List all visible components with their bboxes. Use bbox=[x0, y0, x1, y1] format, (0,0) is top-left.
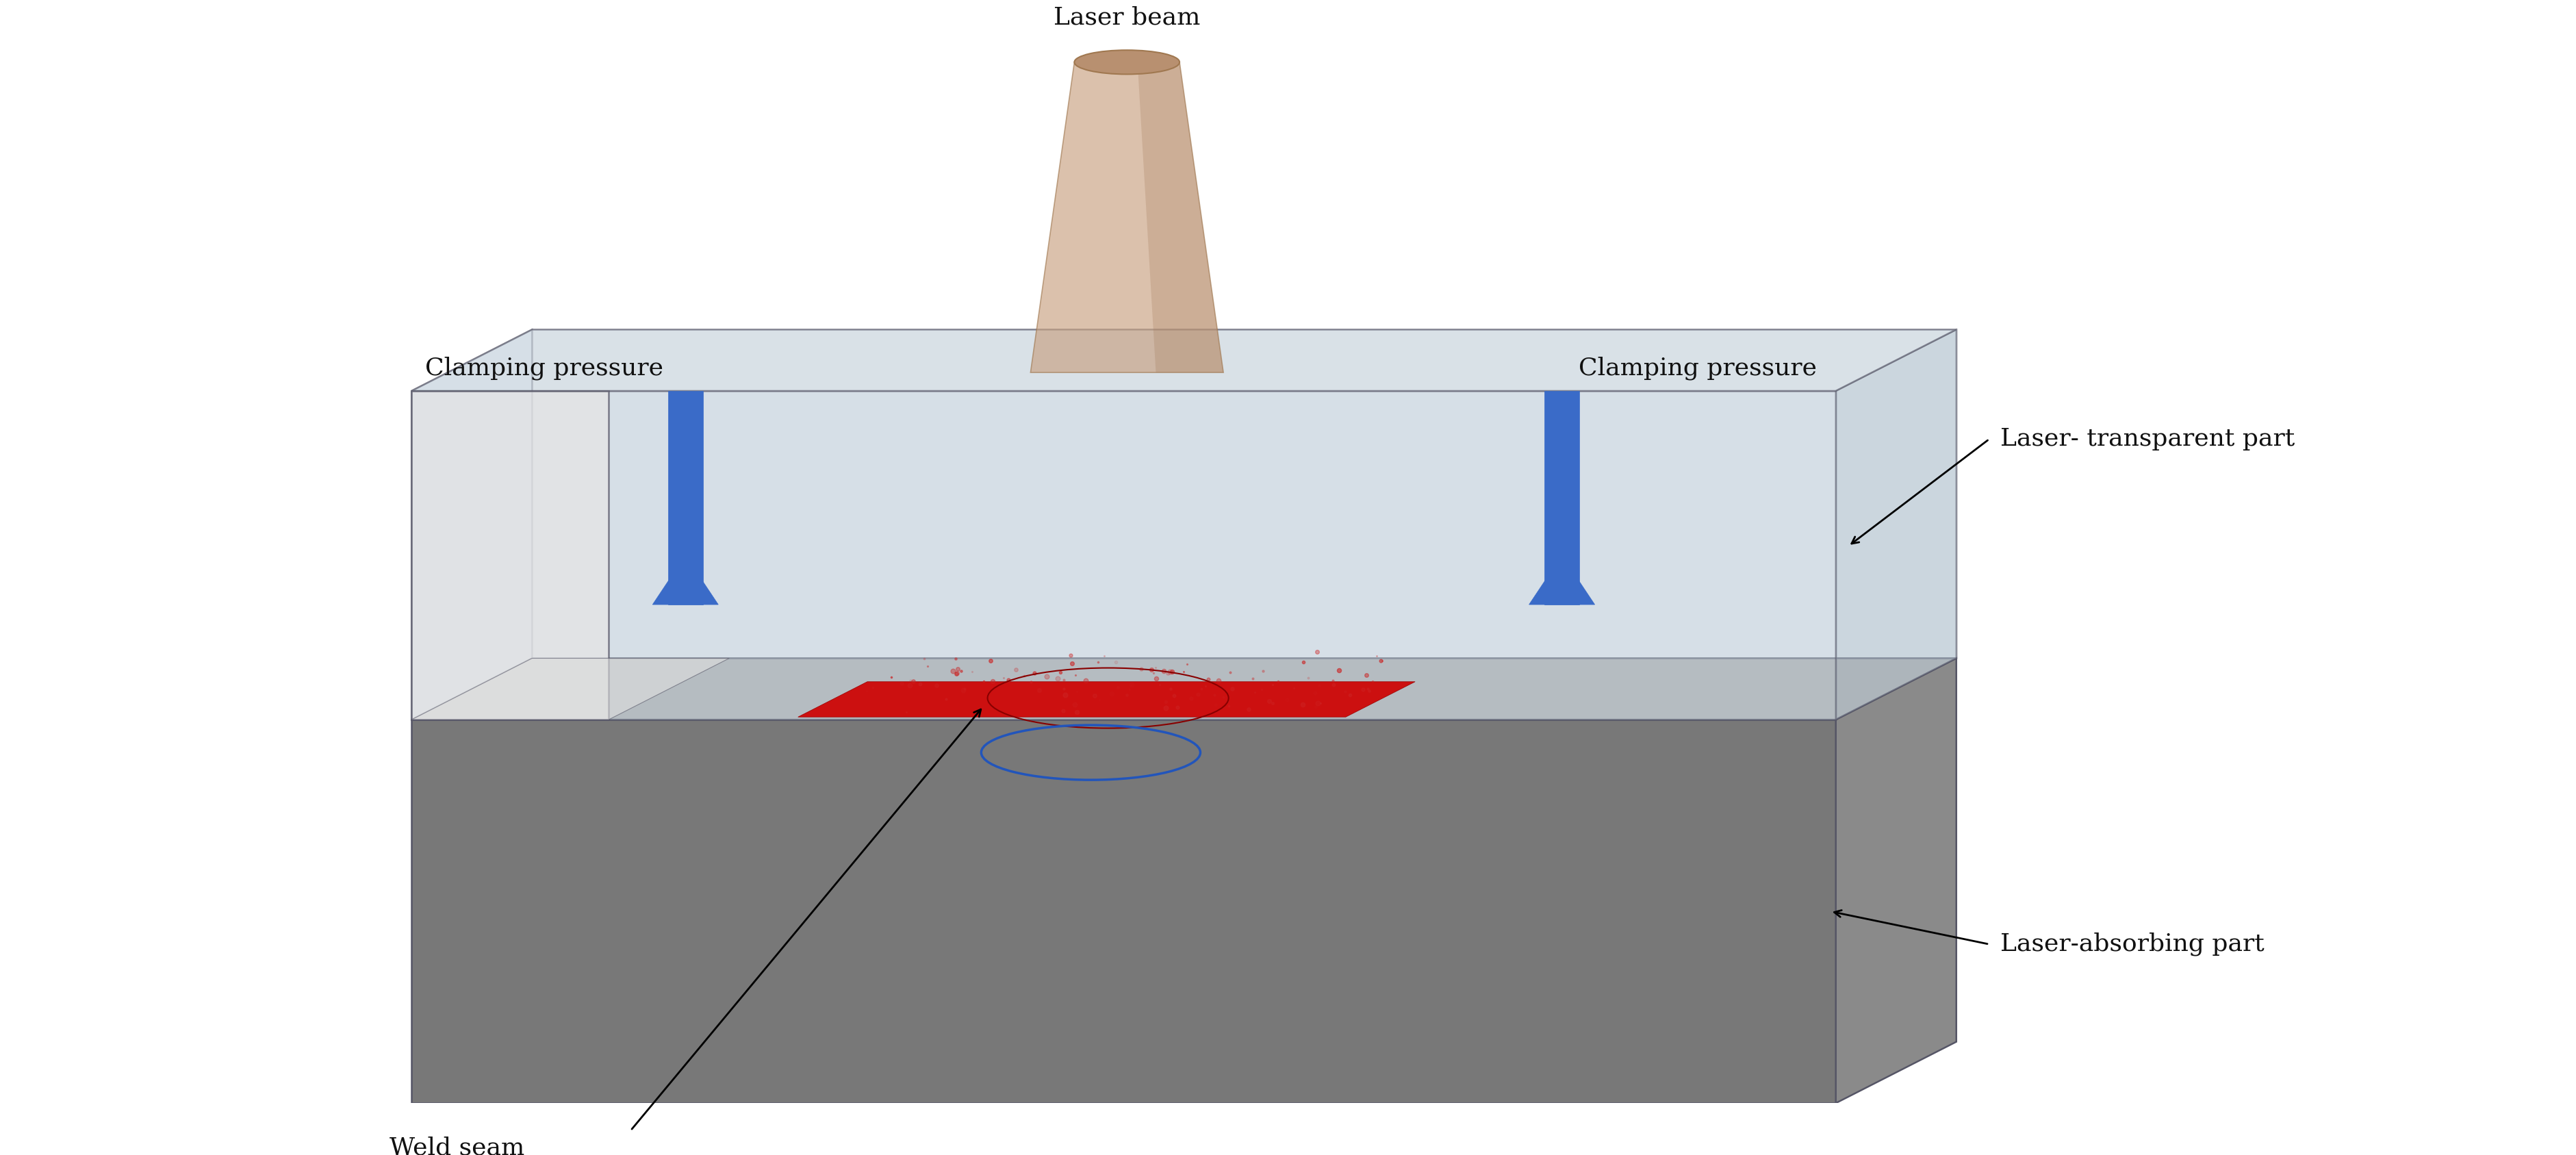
Polygon shape bbox=[412, 390, 608, 720]
Polygon shape bbox=[533, 329, 1955, 658]
Polygon shape bbox=[412, 329, 1955, 390]
Polygon shape bbox=[412, 329, 533, 720]
Polygon shape bbox=[652, 556, 719, 604]
Polygon shape bbox=[412, 390, 1837, 720]
Polygon shape bbox=[1546, 390, 1579, 604]
Polygon shape bbox=[412, 658, 1955, 720]
Polygon shape bbox=[412, 720, 1837, 1103]
Text: Laser beam: Laser beam bbox=[1054, 6, 1200, 29]
Text: Laser-absorbing part: Laser-absorbing part bbox=[1999, 932, 2264, 956]
Polygon shape bbox=[412, 658, 729, 720]
Text: Clamping pressure: Clamping pressure bbox=[1579, 357, 1816, 380]
Polygon shape bbox=[412, 658, 1955, 720]
Text: Weld seam: Weld seam bbox=[389, 1137, 526, 1155]
Polygon shape bbox=[1837, 658, 1955, 1103]
Text: Laser- transparent part: Laser- transparent part bbox=[1999, 427, 2295, 450]
Polygon shape bbox=[799, 681, 1414, 717]
Polygon shape bbox=[1139, 62, 1224, 373]
Polygon shape bbox=[667, 390, 703, 604]
Polygon shape bbox=[1030, 62, 1224, 373]
Text: Clamping pressure: Clamping pressure bbox=[425, 357, 665, 380]
Polygon shape bbox=[1530, 556, 1595, 604]
Ellipse shape bbox=[1074, 50, 1180, 74]
Polygon shape bbox=[1837, 329, 1955, 720]
